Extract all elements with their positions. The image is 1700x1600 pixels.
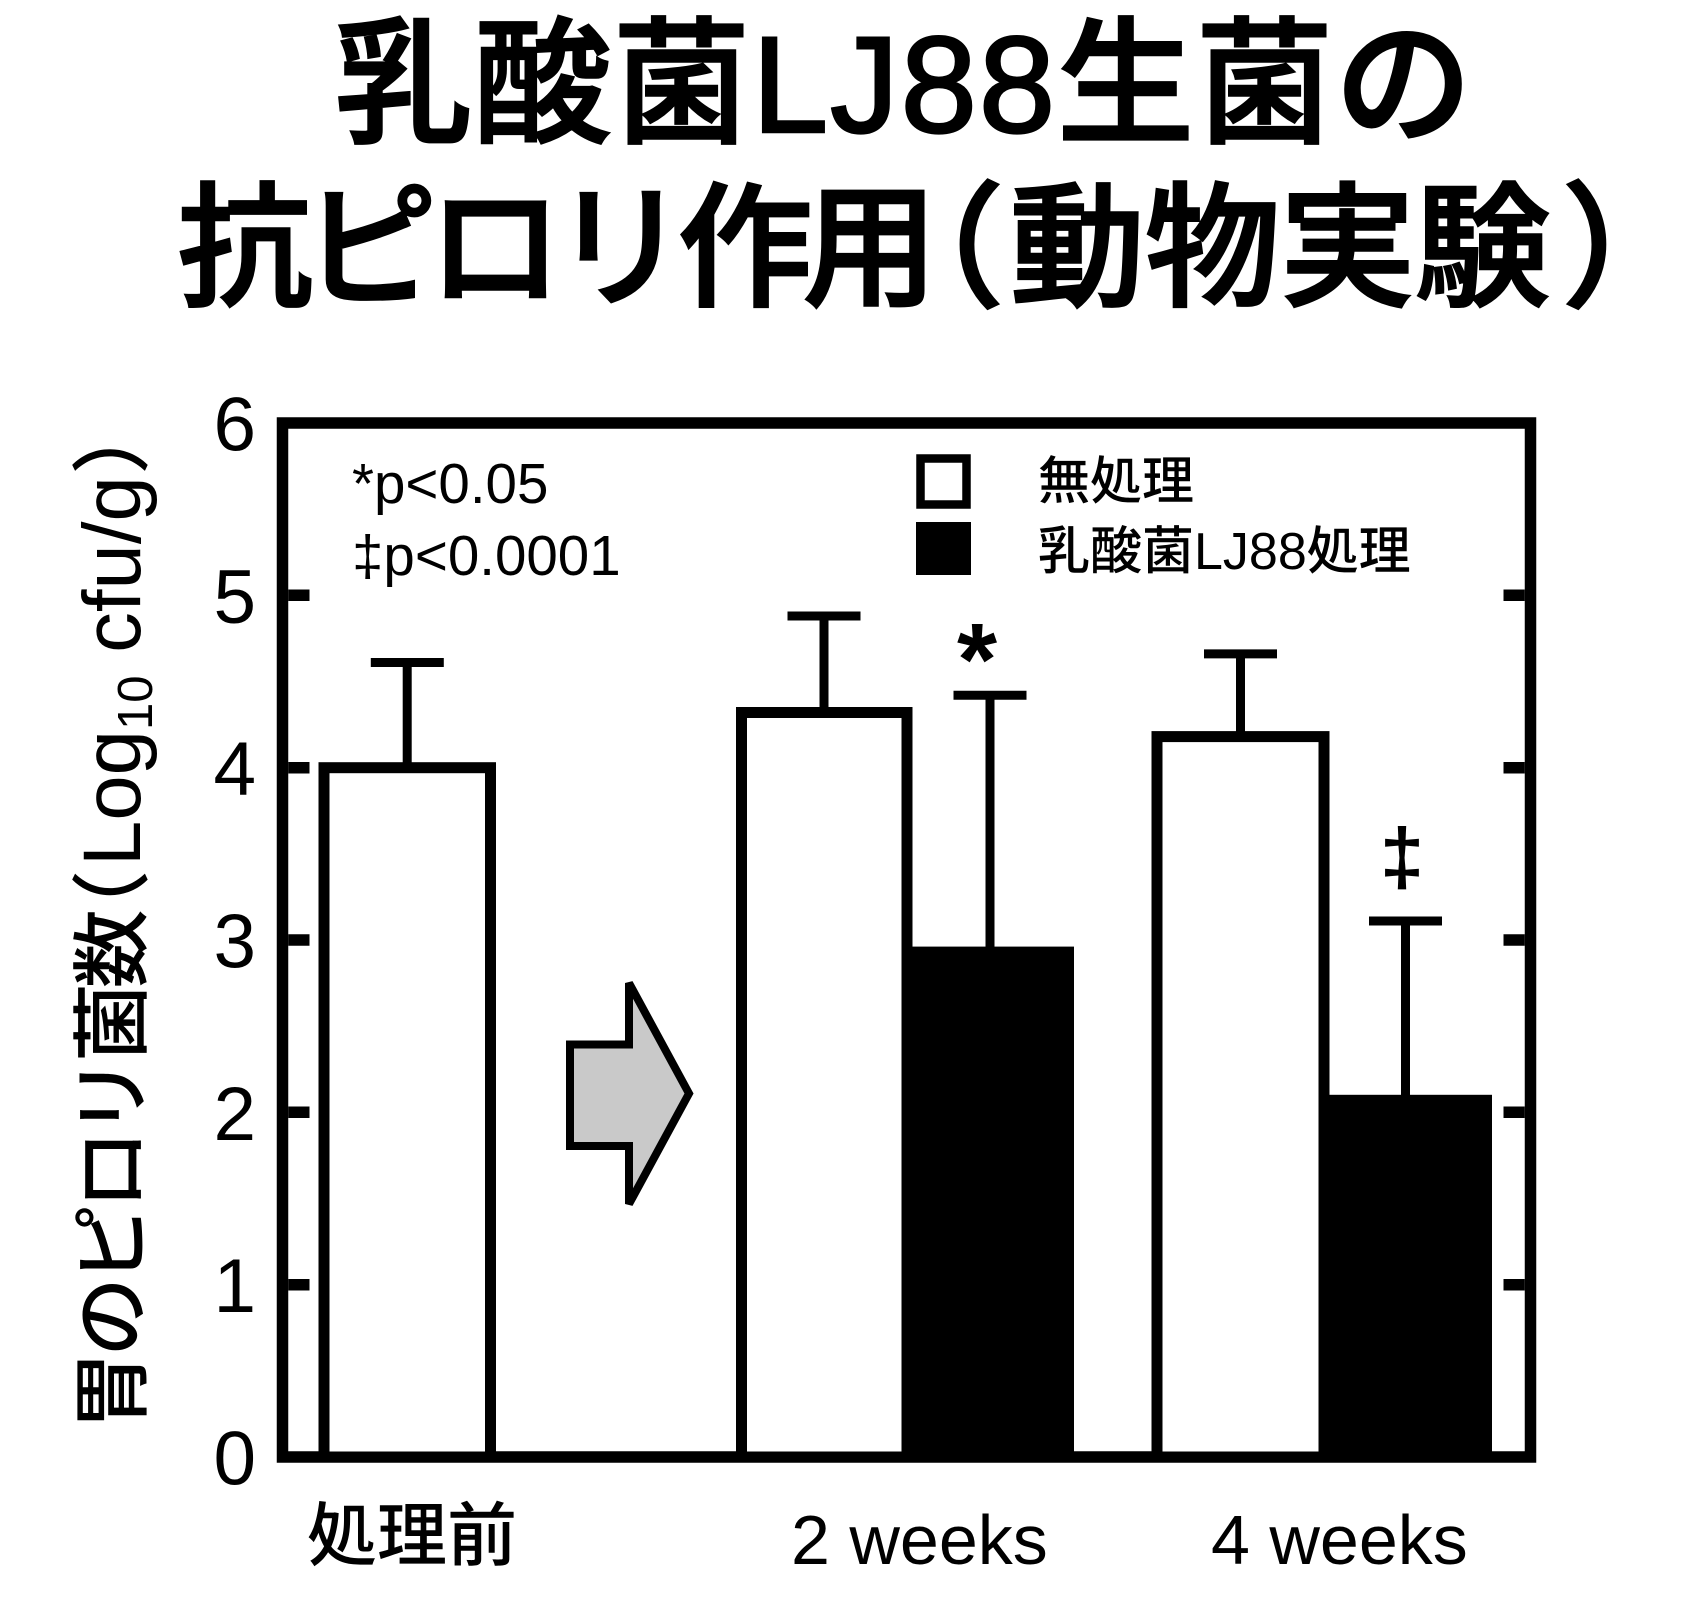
svg-text:‡p<0.0001: ‡p<0.0001	[352, 524, 621, 587]
svg-text:5: 5	[213, 555, 256, 640]
svg-text:LJ88: LJ88	[1194, 523, 1307, 581]
svg-text:LJ88: LJ88	[752, 9, 1057, 162]
svg-text:*: *	[957, 602, 997, 717]
svg-text:6: 6	[213, 383, 256, 468]
svg-text:4 weeks: 4 weeks	[1211, 1501, 1468, 1579]
svg-text:‡: ‡	[1380, 812, 1425, 901]
svg-text:2: 2	[213, 1072, 256, 1157]
svg-text:0: 0	[213, 1417, 256, 1502]
svg-text:3: 3	[213, 900, 256, 985]
svg-text:1: 1	[213, 1244, 256, 1329]
svg-text:*p<0.05: *p<0.05	[352, 452, 548, 515]
svg-text:Log10 cfu/g: Log10 cfu/g	[67, 476, 163, 866]
svg-text:4: 4	[213, 727, 256, 812]
svg-text:2 weeks: 2 weeks	[791, 1501, 1048, 1579]
